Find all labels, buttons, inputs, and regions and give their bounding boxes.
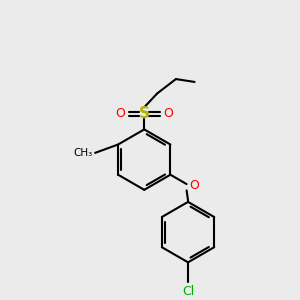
- Text: O: O: [115, 107, 125, 120]
- Text: O: O: [164, 107, 173, 120]
- Text: CH₃: CH₃: [73, 148, 92, 158]
- Text: Cl: Cl: [182, 285, 194, 298]
- Text: O: O: [189, 179, 199, 192]
- Text: S: S: [139, 106, 150, 121]
